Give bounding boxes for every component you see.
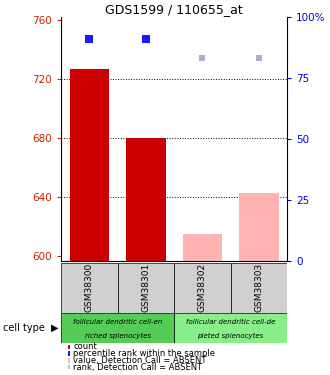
Text: GSM38302: GSM38302 [198,263,207,312]
Bar [239,193,279,261]
Text: GSM38301: GSM38301 [141,263,150,312]
Text: riched splenocytes: riched splenocytes [84,333,150,339]
Point [143,36,148,42]
Bar [117,262,174,313]
Text: percentile rank within the sample: percentile rank within the sample [73,349,215,358]
Text: cell type: cell type [3,323,45,333]
Bar [61,313,174,343]
Text: GSM38303: GSM38303 [254,263,263,312]
Text: value, Detection Call = ABSENT: value, Detection Call = ABSENT [73,356,207,365]
Text: GSM38300: GSM38300 [85,263,94,312]
Bar [126,138,166,261]
Point [200,56,205,62]
Bar [231,262,287,313]
Bar [61,262,117,313]
Point [256,56,261,62]
Text: count: count [73,342,97,351]
Point [87,36,92,42]
Text: follicular dendritic cell-de: follicular dendritic cell-de [186,318,275,324]
Bar [174,262,231,313]
Text: follicular dendritic cell-en: follicular dendritic cell-en [73,318,162,324]
Bar [174,313,287,343]
Text: pleted splenocytes: pleted splenocytes [197,333,264,339]
Bar [70,69,109,261]
Text: ▶: ▶ [51,323,59,333]
Bar [182,234,222,261]
Text: rank, Detection Call = ABSENT: rank, Detection Call = ABSENT [73,363,202,372]
Title: GDS1599 / 110655_at: GDS1599 / 110655_at [105,3,243,16]
